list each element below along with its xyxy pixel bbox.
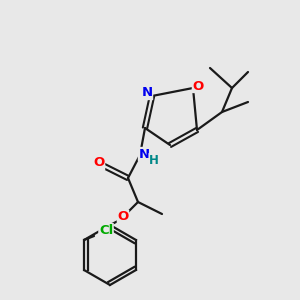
Text: O: O [117,211,129,224]
Text: N: N [138,148,150,160]
Text: Cl: Cl [99,224,113,236]
Text: O: O [93,157,105,169]
Text: H: H [149,154,159,166]
Text: N: N [141,86,153,100]
Text: O: O [192,80,204,92]
